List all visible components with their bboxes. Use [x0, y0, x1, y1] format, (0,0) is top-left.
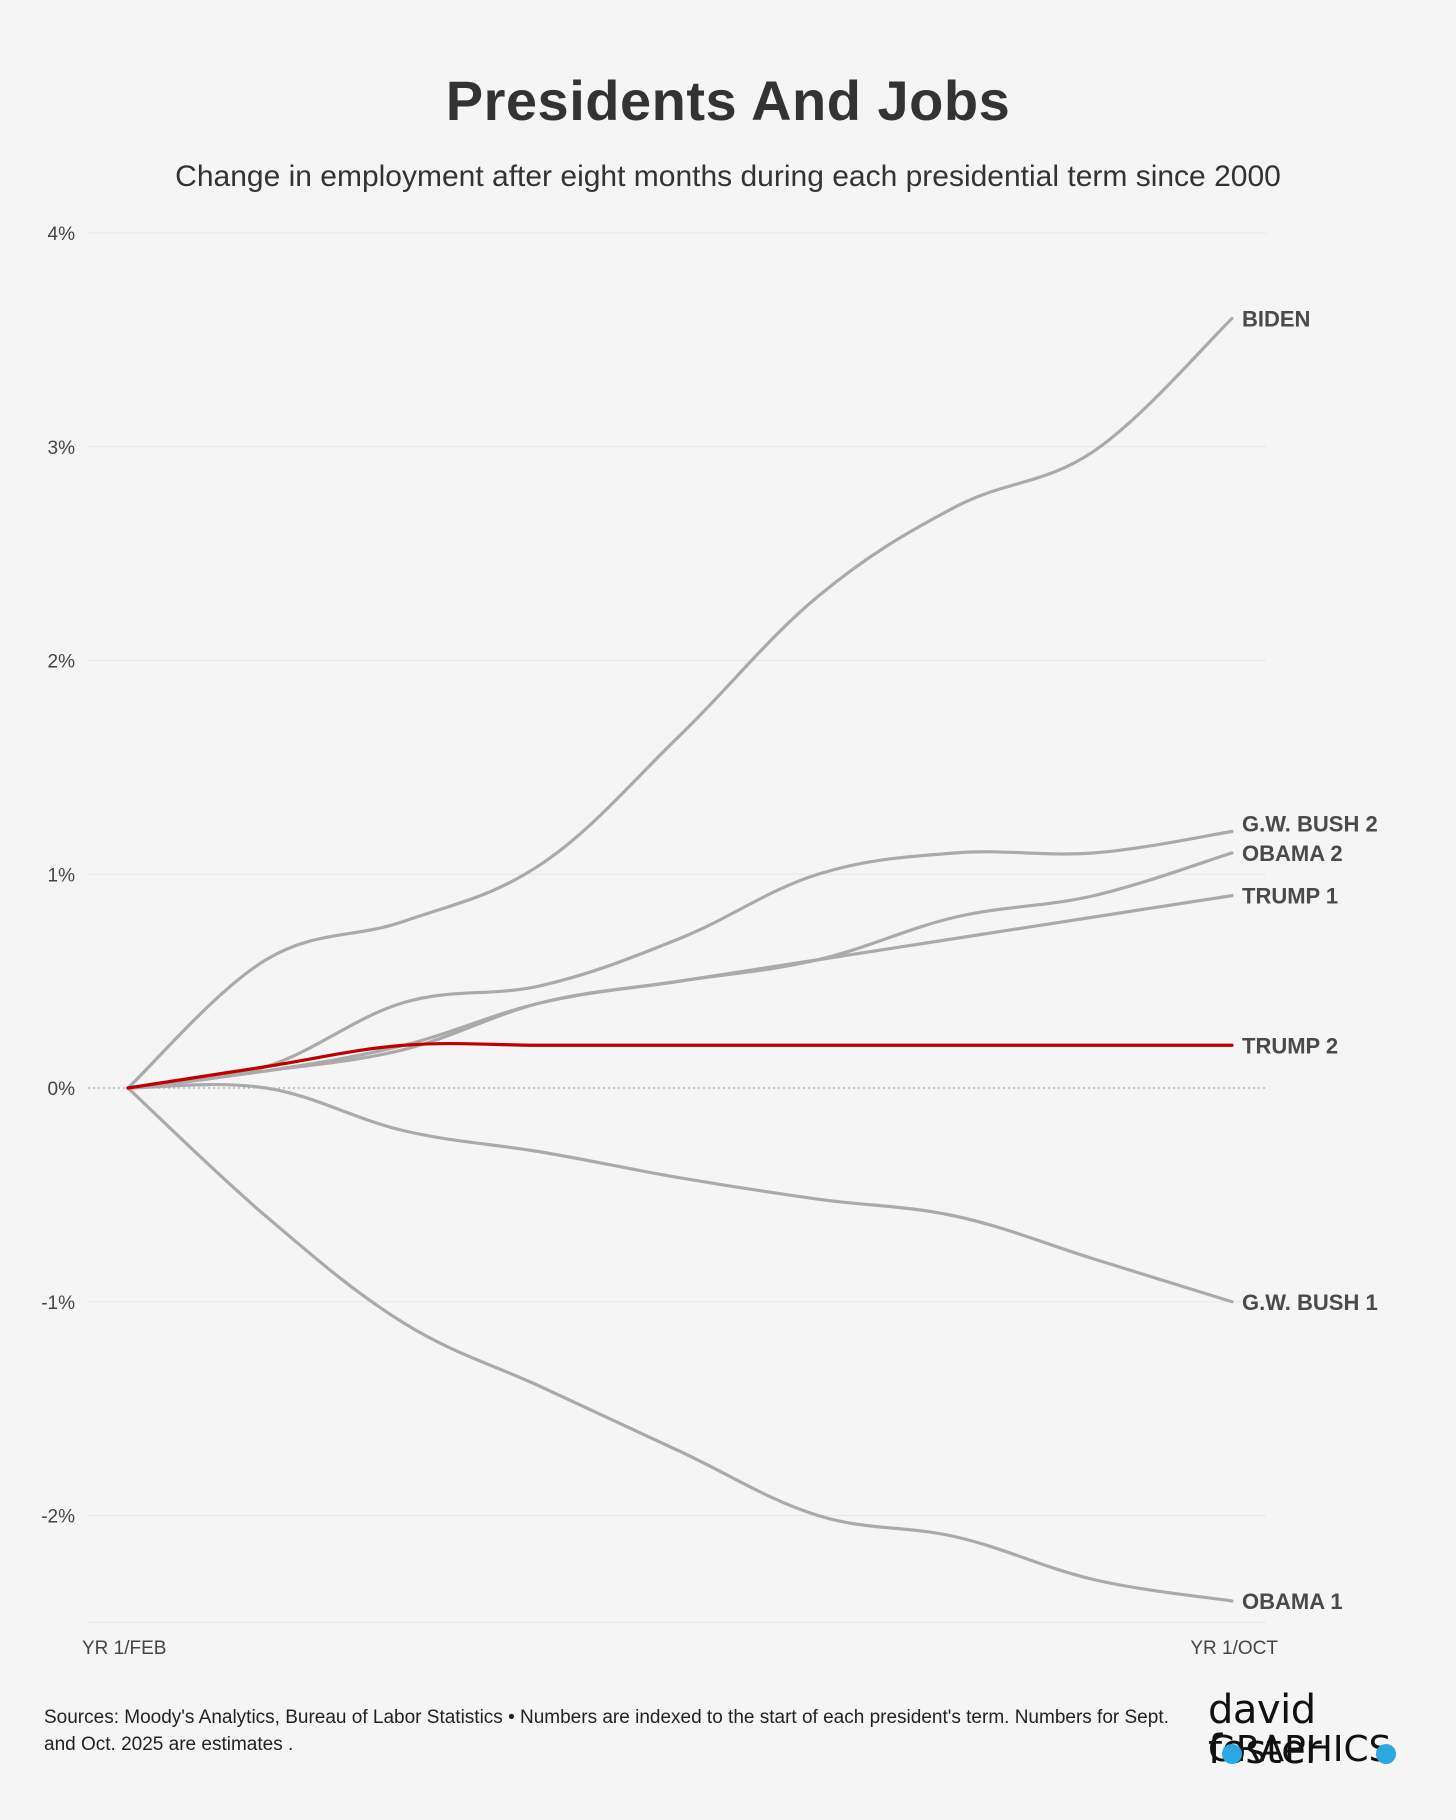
- chart-subtitle: Change in employment after eight months …: [175, 160, 1281, 193]
- series-label-obama-1: OBAMA 1: [1242, 1589, 1343, 1614]
- series-label-obama-2: OBAMA 2: [1242, 841, 1343, 866]
- david-foster-graphics-logo: david foster GRAPHICS: [1200, 1690, 1420, 1770]
- series-label-trump-2: TRUMP 2: [1242, 1033, 1338, 1058]
- line-chart: 4% 3% 2% 1% 0% -1% -2% YR 1/FEB YR 1/OCT BIDEN G.W…: [41, 224, 1378, 1659]
- y-tick-label: 3%: [48, 438, 76, 459]
- series-label-trump-1: TRUMP 1: [1242, 884, 1338, 909]
- series-line-obama-1: [126, 1086, 1234, 1603]
- series-line-g-w-bush-2: [126, 829, 1234, 1090]
- series-line-g-w-bush-1: [126, 1082, 1234, 1304]
- logo-accent-dot: [1222, 1744, 1242, 1764]
- x-tick-label: YR 1/FEB: [82, 1638, 166, 1659]
- chart-title: Presidents And Jobs: [445, 69, 1011, 132]
- series-line-biden: [126, 316, 1234, 1090]
- series-line-trump-1: [126, 894, 1234, 1090]
- series-label-g-w-bush-2: G.W. BUSH 2: [1242, 812, 1378, 837]
- y-tick-label: -1%: [41, 1293, 75, 1314]
- y-tick-label: 0%: [48, 1079, 76, 1100]
- series-label-biden: BIDEN: [1242, 307, 1310, 332]
- y-tick-label: -2%: [41, 1507, 75, 1528]
- y-tick-label: 4%: [48, 224, 76, 245]
- y-tick-label: 2%: [48, 652, 76, 673]
- logo-accent-dot: [1376, 1744, 1396, 1764]
- x-tick-label: YR 1/OCT: [1190, 1638, 1278, 1659]
- y-tick-label: 1%: [48, 865, 76, 886]
- sources-note: Sources: Moody's Analytics, Bureau of La…: [44, 1707, 1169, 1755]
- series-label-g-w-bush-1: G.W. BUSH 1: [1242, 1290, 1378, 1315]
- series-line-trump-2: [126, 1041, 1234, 1090]
- series-line-obama-2: [126, 851, 1234, 1090]
